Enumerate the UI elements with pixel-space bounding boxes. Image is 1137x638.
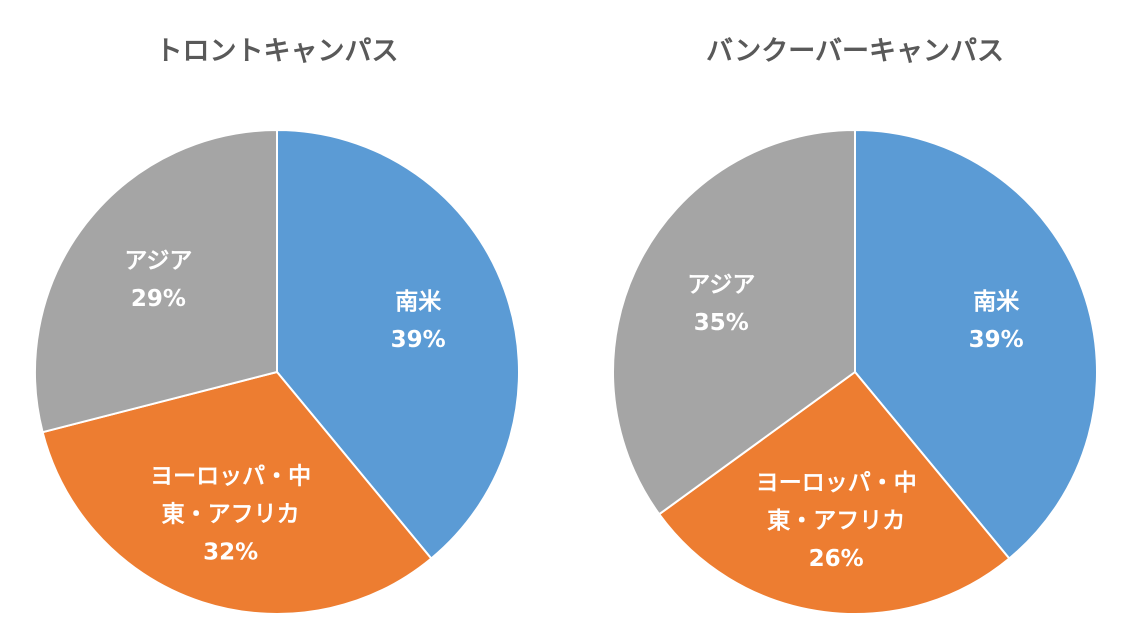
data-label-line-south-america-toronto-1: 39% [391,327,446,353]
data-label-line-asia-toronto-1: 29% [131,286,186,312]
pie-slice-south-america-vancouver [854,129,1098,560]
data-label-south-america-toronto: 南米 39% [391,289,446,353]
data-labels-toronto: 南米 39% ヨーロッパ・中東・アフリカ 32% アジア 29% [124,248,445,566]
data-label-emea-vancouver: ヨーロッパ・中東・アフリカ 26% [756,470,917,572]
data-label-line-south-america-vancouver-1: 39% [969,327,1024,353]
data-label-line-asia-vancouver-1: 35% [694,310,749,336]
pie-slice-south-america-toronto [276,129,520,560]
slices-vancouver [612,129,1098,615]
data-label-asia-vancouver: アジア 35% [687,272,755,336]
pie-slice-asia-vancouver [612,129,856,516]
data-label-emea-toronto: ヨーロッパ・中東・アフリカ 32% [150,464,311,566]
data-label-asia-toronto: アジア 29% [124,248,192,312]
data-labels-vancouver: 南米 39% ヨーロッパ・中東・アフリカ 26% アジア 35% [687,272,1023,572]
slices-toronto [34,129,520,615]
data-label-line-emea-vancouver-0: ヨーロッパ・中 [756,470,917,496]
data-label-line-emea-toronto-2: 32% [203,540,258,566]
data-label-line-south-america-toronto-0: 南米 [395,289,442,315]
data-label-line-emea-vancouver-2: 26% [809,546,864,572]
data-label-south-america-vancouver: 南米 39% [969,289,1024,353]
data-label-line-emea-toronto-1: 東・アフリカ [162,502,300,528]
data-label-line-asia-toronto-0: アジア [124,248,192,274]
pie-chart-toronto: トロントキャンパス 南米 39% ヨーロッパ・中東・アフリカ 32% アジア 29% [34,36,520,615]
data-label-line-south-america-vancouver-0: 南米 [973,289,1020,315]
data-label-line-emea-toronto-0: ヨーロッパ・中 [150,464,311,490]
chart-title-vancouver: バンクーバーキャンパス [706,36,1004,67]
pie-slice-emea-toronto [41,371,433,615]
pie-chart-vancouver: バンクーバーキャンパス 南米 39% ヨーロッパ・中東・アフリカ 26% アジア 35% [612,36,1098,615]
data-label-line-asia-vancouver-0: アジア [687,272,755,298]
pie-slice-emea-vancouver [658,371,1011,615]
data-label-line-emea-vancouver-1: 東・アフリカ [767,508,905,534]
chart-title-toronto: トロントキャンパス [156,36,399,67]
pie-slice-asia-toronto [34,129,278,434]
